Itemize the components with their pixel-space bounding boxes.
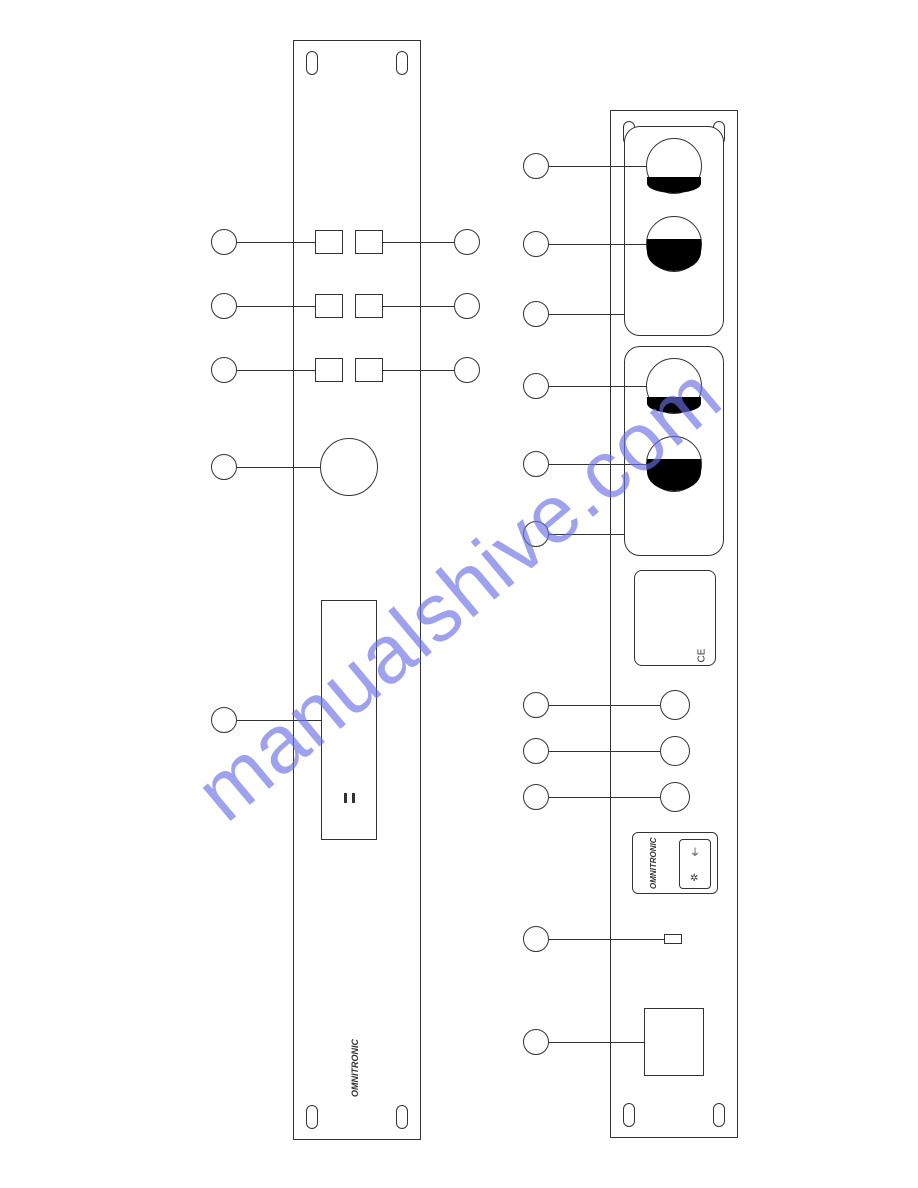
callout-circle bbox=[523, 451, 549, 477]
callout-circle bbox=[211, 293, 237, 319]
screw-icon: ✲ bbox=[690, 873, 698, 884]
lead-line bbox=[237, 370, 315, 371]
callout-circle bbox=[523, 738, 549, 764]
lead-line bbox=[549, 705, 660, 706]
jack-socket-icon bbox=[660, 782, 690, 812]
front-button bbox=[315, 230, 343, 254]
lead-line bbox=[237, 242, 315, 243]
brand-label: OMNITRONIC bbox=[350, 1039, 360, 1097]
ground-lift-box: ⏚ ✲ bbox=[679, 839, 711, 889]
voltage-switch bbox=[664, 934, 682, 944]
lead-line bbox=[237, 467, 320, 468]
callout-circle bbox=[523, 301, 549, 327]
lead-line bbox=[549, 751, 660, 752]
callout-circle bbox=[523, 1029, 549, 1055]
callout-circle bbox=[211, 454, 237, 480]
callout-circle bbox=[523, 153, 549, 179]
mount-hole-icon bbox=[396, 1105, 408, 1129]
xlr-connector-icon bbox=[646, 216, 702, 272]
callout-circle bbox=[523, 373, 549, 399]
lcd-display bbox=[321, 600, 377, 840]
front-button bbox=[355, 294, 383, 318]
callout-circle bbox=[454, 229, 480, 255]
callout-circle bbox=[454, 293, 480, 319]
callout-circle bbox=[523, 784, 549, 810]
callout-circle bbox=[523, 692, 549, 718]
lead-line bbox=[549, 534, 624, 535]
xlr-connector-icon bbox=[646, 436, 702, 492]
lead-line bbox=[383, 306, 454, 307]
front-button bbox=[355, 230, 383, 254]
callout-circle bbox=[211, 357, 237, 383]
lead-line bbox=[549, 464, 646, 465]
mount-hole-icon bbox=[306, 51, 318, 75]
iec-inlet-icon bbox=[644, 1008, 704, 1076]
mount-hole-icon bbox=[306, 1105, 318, 1129]
front-panel: OMNITRONIC bbox=[293, 40, 421, 1140]
callout-circle bbox=[211, 229, 237, 255]
mount-hole-icon bbox=[396, 51, 408, 75]
mount-hole-icon bbox=[623, 1103, 635, 1127]
lead-line bbox=[549, 166, 646, 167]
front-button bbox=[355, 358, 383, 382]
callout-circle bbox=[211, 707, 237, 733]
ground-icon: ⏚ bbox=[690, 844, 700, 859]
rating-plate: CE bbox=[634, 570, 716, 666]
callout-circle bbox=[523, 521, 549, 547]
lead-line bbox=[383, 370, 454, 371]
callout-circle bbox=[454, 357, 480, 383]
lead-line bbox=[549, 386, 646, 387]
lead-line bbox=[237, 720, 321, 721]
front-button bbox=[315, 358, 343, 382]
lead-line bbox=[549, 1042, 644, 1043]
rotary-knob bbox=[320, 438, 378, 496]
ce-mark-icon: CE bbox=[697, 649, 708, 663]
lead-line bbox=[549, 244, 646, 245]
lead-line bbox=[237, 306, 315, 307]
lead-line bbox=[549, 314, 624, 315]
lead-line bbox=[549, 797, 660, 798]
mount-hole-icon bbox=[713, 1103, 725, 1127]
jack-socket-icon bbox=[660, 736, 690, 766]
callout-circle bbox=[523, 926, 549, 952]
rear-brand-box: OMNITRONIC ⏚ ✲ bbox=[632, 832, 718, 894]
lead-line bbox=[383, 242, 454, 243]
callout-circle bbox=[523, 231, 549, 257]
brand-label: OMNITRONIC bbox=[649, 837, 658, 889]
xlr-connector-icon bbox=[646, 138, 702, 194]
diagram-area: OMNITRONIC bbox=[0, 40, 918, 1140]
xlr-connector-icon bbox=[646, 358, 702, 414]
jack-socket-icon bbox=[660, 690, 690, 720]
front-button bbox=[315, 294, 343, 318]
lead-line bbox=[549, 939, 664, 940]
